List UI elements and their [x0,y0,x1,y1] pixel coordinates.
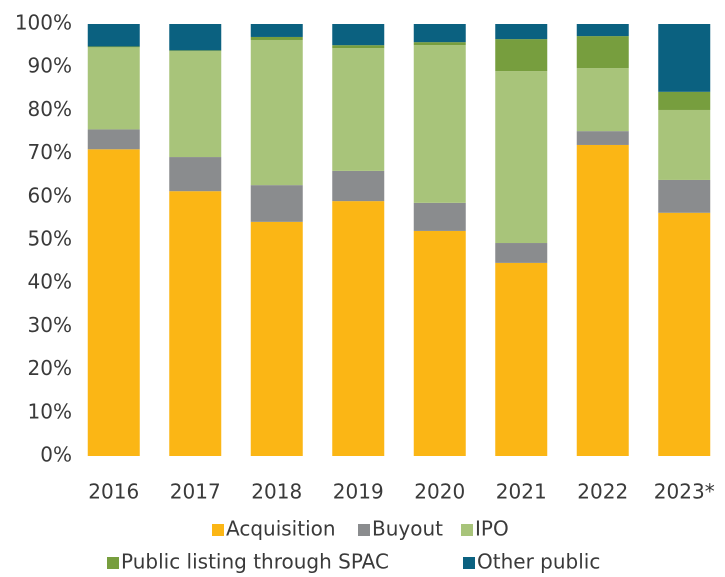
x-tick-label: 2018 [251,480,302,504]
bar-segment [495,39,548,72]
bar-segment [250,221,303,456]
bar-segment [250,24,303,37]
bar-segment [495,262,548,456]
bar-segment [495,24,548,40]
y-tick-label: 60% [28,183,72,207]
bar-segment [87,24,140,47]
bar-segment [495,243,548,263]
x-tick-label: 2019 [333,480,384,504]
bar-segment [413,202,466,231]
legend-label: Buyout [372,517,443,541]
bar-segment [495,71,548,244]
bar-segment [87,149,140,456]
bar-segment [413,230,466,456]
legend-label: IPO [475,517,509,541]
bar-segment [332,201,385,456]
bar-segment [658,109,711,180]
bar-segment [169,51,222,158]
bar-segment [332,45,385,49]
bar-segment [87,46,140,48]
legend-swatch [107,557,119,569]
y-tick-label: 70% [28,140,72,164]
bar-segment [413,42,466,46]
bar-segment [658,91,711,110]
bar-segment [169,24,222,51]
x-tick-label: 2017 [170,480,221,504]
bar-segment [576,68,629,132]
bar-segment [576,36,629,69]
x-tick-label: 2016 [88,480,139,504]
y-tick-label: 0% [40,443,72,467]
y-tick-label: 80% [28,97,72,121]
bar-segment [413,24,466,43]
y-tick-label: 20% [28,356,72,380]
bar-segment [169,157,222,192]
bar-segment [169,50,222,52]
bar-segment [413,45,466,203]
legend-swatch [212,524,224,536]
legend-swatch [463,557,475,569]
legend-label: Other public [477,550,600,574]
bar-segment [576,144,629,456]
legend-label: Acquisition [226,517,336,541]
y-tick-label: 10% [28,399,72,423]
bar-segment [576,131,629,145]
bar-segment [332,170,385,202]
x-tick-label: 2021 [496,480,547,504]
bar-segment [250,36,303,40]
bar-segment [250,185,303,222]
y-tick-label: 30% [28,313,72,337]
x-tick-label: 2020 [414,480,465,504]
y-tick-label: 100% [15,11,72,35]
legend-swatch [461,524,473,536]
y-tick-label: 90% [28,54,72,78]
bar-segment [658,24,711,92]
y-tick-label: 50% [28,227,72,251]
bar-segment [332,48,385,171]
bar-segment [250,39,303,186]
bar-segment [332,24,385,46]
x-tick-label: 2022 [577,480,628,504]
bar-segment [658,212,711,456]
legend-label: Public listing through SPAC [121,550,389,574]
bar-segment [87,129,140,150]
bar-segment [658,179,711,213]
legend-swatch [358,524,370,536]
bar-segment [576,24,629,37]
bar-segment [87,47,140,130]
bar-segment [169,191,222,456]
y-tick-label: 40% [28,270,72,294]
x-tick-label: 2023* [654,480,715,504]
